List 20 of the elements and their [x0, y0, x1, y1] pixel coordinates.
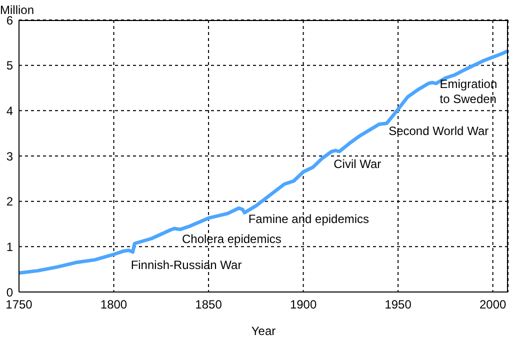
- y-tick-label: 2: [6, 194, 14, 209]
- annotation: Famine and epidemics: [248, 212, 370, 226]
- annotation: Second World War: [388, 124, 489, 138]
- annotation: Finnish-Russian War: [130, 258, 242, 272]
- x-tick-label: 1950: [384, 298, 412, 312]
- x-tick-label: 1850: [195, 298, 222, 312]
- line-series: [19, 49, 508, 275]
- annotation: Emigration to Sweden: [440, 77, 498, 106]
- y-tick-label: 1: [6, 240, 14, 254]
- x-tick-label: 1900: [290, 298, 317, 312]
- x-tick-label: 1750: [6, 298, 33, 312]
- y-tick-label: 3: [6, 149, 14, 164]
- x-axis-title: Year: [251, 324, 276, 338]
- x-tick-label: 1800: [100, 298, 128, 312]
- annotation: Civil War: [334, 157, 382, 172]
- annotation: Cholera epidemics: [182, 232, 282, 246]
- y-tick-label: 0: [6, 285, 14, 300]
- y-tick-label: 5: [6, 58, 14, 73]
- x-tick-label: 2000: [479, 298, 507, 312]
- y-tick-label: 4: [6, 104, 14, 118]
